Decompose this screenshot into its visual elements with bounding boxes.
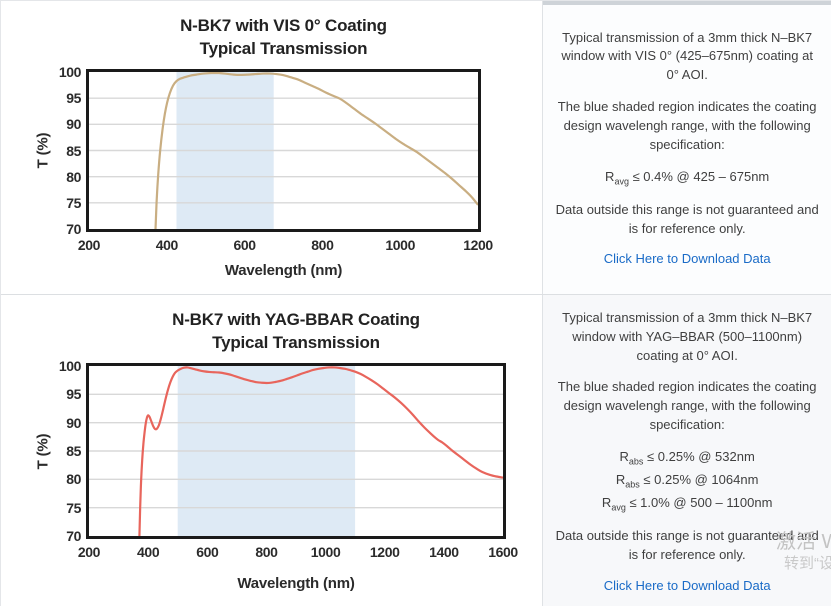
x-tick-label: 1200 [463, 237, 493, 253]
transmission-plot [86, 69, 481, 232]
y-tick-label: 75 [66, 194, 81, 211]
y-tick-label: 70 [66, 221, 81, 237]
description-paragraph: Data outside this range is not guarantee… [555, 528, 819, 563]
x-tick-label: 200 [77, 237, 101, 253]
description-paragraph: The blue shaded region indicates the coa… [557, 99, 817, 152]
chart-title-line2: Typical Transmission [199, 39, 368, 58]
y-tick-label: 80 [66, 168, 81, 185]
x-tick-label: 400 [137, 544, 160, 560]
x-tick-label: 1600 [488, 544, 518, 560]
y-tick-label: 85 [66, 443, 81, 459]
x-tick-label: 400 [155, 237, 179, 253]
description-paragraph: Data outside this range is not guarantee… [555, 201, 819, 236]
x-tick-label: 800 [311, 237, 334, 253]
description-paragraph: The blue shaded region indicates the coa… [557, 379, 817, 433]
description-panel-yag-bbar: Typical transmission of a 3mm thick N–BK… [543, 295, 831, 606]
description-panel-vis0: Typical transmission of a 3mm thick N–BK… [543, 1, 831, 294]
chart-panel-vis0-coating: N-BK7 with VIS 0° Coating Typical Transm… [1, 1, 544, 294]
transmission-plot [86, 363, 506, 539]
y-tick-label: 95 [66, 90, 81, 107]
spec-line: Ravg ≤ 0.4% @ 425 – 675nm [605, 168, 770, 187]
x-tick-label: 1000 [385, 237, 415, 253]
row-vis0: N-BK7 with VIS 0° Coating Typical Transm… [1, 1, 831, 295]
y-tick-label: 95 [66, 386, 81, 403]
spec-line: Ravg ≤ 1.0% @ 500 – 1100nm [601, 495, 773, 513]
coating-specs: Ravg ≤ 0.4% @ 425 – 675nm [605, 168, 769, 188]
y-tick-label: 70 [66, 528, 81, 544]
y-tick-label: 100 [58, 358, 82, 374]
description-paragraph: Typical transmission of a 3mm thick N–BK… [561, 29, 813, 83]
spec-line: Rabs ≤ 0.25% @ 532nm [619, 448, 755, 467]
download-data-link[interactable]: Click Here to Download Data [603, 251, 771, 267]
spec-line: Rabs ≤ 0.25% @ 1064nm [615, 472, 759, 490]
row-yag-bbar: N-BK7 with YAG-BBAR Coating Typical Tran… [1, 295, 831, 606]
x-axis-label: Wavelength (nm) [237, 575, 355, 592]
x-tick-label: 1000 [310, 544, 341, 560]
x-axis-label: Wavelength (nm) [224, 262, 343, 279]
description-paragraph: Typical transmission of a 3mm thick N–BK… [562, 309, 813, 363]
transmission-curve [138, 366, 503, 536]
y-tick-label: 100 [58, 64, 82, 80]
x-tick-label: 200 [77, 544, 101, 560]
chart-title-block: N-BK7 with VIS 0° Coating Typical Transm… [89, 14, 478, 60]
x-tick-label: 1200 [369, 544, 400, 560]
y-tick-label: 75 [66, 499, 81, 516]
plot-border [86, 363, 506, 539]
chart-title-line1: N-BK7 with YAG-BBAR Coating [172, 310, 420, 329]
y-tick-label: 85 [66, 142, 81, 159]
coating-specs: Rabs ≤ 0.25% @ 532nm Rabs ≤ 0.25% @ 1064n… [602, 448, 772, 515]
transmission-curve [154, 72, 478, 229]
plot-border [86, 69, 481, 232]
chart-title-line1: N-BK7 with VIS 0° Coating [180, 16, 387, 35]
download-data-link[interactable]: Click Here to Download Data [603, 578, 771, 594]
x-tick-label: 600 [233, 237, 257, 253]
chart-panel-yag-bbar-coating: N-BK7 with YAG-BBAR Coating Typical Tran… [1, 295, 544, 606]
y-tick-label: 90 [66, 414, 81, 431]
x-tick-label: 1400 [429, 544, 459, 560]
chart-title-line2: Typical Transmission [212, 333, 380, 352]
chart-title-block: N-BK7 with YAG-BBAR Coating Typical Tran… [89, 308, 503, 354]
y-tick-label: 80 [66, 471, 81, 488]
x-tick-label: 800 [255, 544, 278, 560]
x-tick-label: 600 [196, 544, 219, 560]
y-tick-label: 90 [66, 116, 81, 133]
